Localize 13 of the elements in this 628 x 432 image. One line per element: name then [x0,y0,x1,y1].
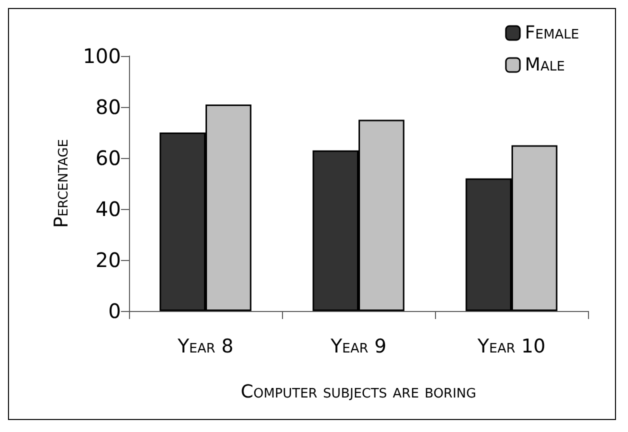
x-tick-label: Year 10 [476,336,546,358]
legend-label: Female [524,22,580,44]
x-tick-label: Year 8 [176,336,234,358]
y-tick-label: 40 [96,197,121,221]
y-tick-label: 0 [108,299,121,323]
y-tick-label: 60 [96,146,121,170]
y-tick-label: 100 [82,44,121,68]
legend-label: Male [524,54,565,76]
y-axis-title: Percentage [50,139,72,228]
x-tick-label: Year 9 [330,336,386,358]
y-tick-label: 80 [96,95,121,119]
y-tick-label: 20 [96,248,121,272]
x-axis-title: Computer subjects are boring [240,382,476,402]
